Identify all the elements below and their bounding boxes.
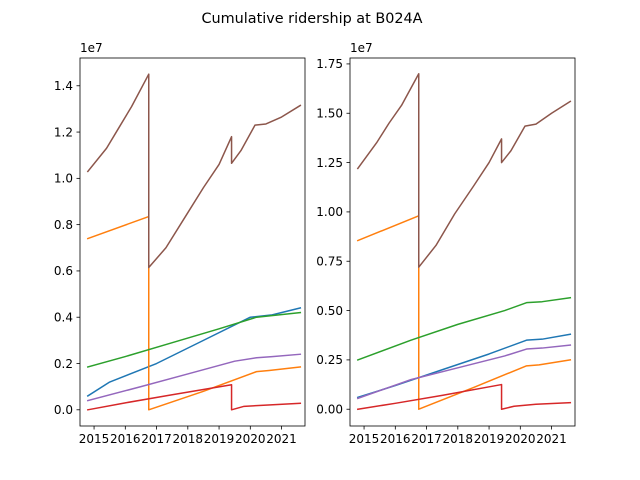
x-tick-label-left-2016: 2016 xyxy=(110,432,141,446)
chart-panel-right: 1e7 2015 2016 2017 2018 2019 2020 2021 0.00 0.25… xyxy=(316,41,576,446)
x-tick-label-left-2018: 2018 xyxy=(173,432,204,446)
figure-title: Cumulative ridership at B024A xyxy=(201,11,422,27)
y-tick-label-right-0: 0.00 xyxy=(316,403,343,417)
y-tick-label-right-1: 0.25 xyxy=(316,353,343,367)
series-line-left-4 xyxy=(86,384,302,411)
y-tick-label-right-2: 0.50 xyxy=(316,304,343,318)
y-tick-label-right-4: 1.00 xyxy=(316,205,343,219)
x-tick-label-right-2020: 2020 xyxy=(505,432,536,446)
y-tick-label-right-3: 0.75 xyxy=(316,255,343,269)
x-tick-label-right-2017: 2017 xyxy=(411,432,442,446)
x-tick-label-left-2021: 2021 xyxy=(266,432,297,446)
series-line-left-5 xyxy=(86,353,302,402)
x-tick-label-left-2020: 2020 xyxy=(235,432,266,446)
series-line-left-6 xyxy=(86,73,302,269)
y-tick-label-left-6: 1.2 xyxy=(54,125,73,139)
series-line-right-4 xyxy=(356,383,572,411)
x-tick-label-left-2017: 2017 xyxy=(141,432,172,446)
y-tick-label-right-6: 1.50 xyxy=(316,107,343,121)
series-group-left xyxy=(86,73,302,411)
axes-frame-left xyxy=(79,57,306,427)
series-line-right-3 xyxy=(356,296,572,361)
series-line-right-5 xyxy=(356,344,572,400)
x-tick-label-right-2021: 2021 xyxy=(536,432,567,446)
x-tick-label-left-2015: 2015 xyxy=(79,432,110,446)
y-tick-label-left-5: 1.0 xyxy=(54,172,73,186)
y-tick-label-left-3: 0.6 xyxy=(54,264,73,278)
y-tick-label-right-7: 1.75 xyxy=(316,57,343,71)
x-tick-label-right-2018: 2018 xyxy=(443,432,474,446)
y-tick-label-left-1: 0.2 xyxy=(54,357,73,371)
series-group-right xyxy=(356,73,572,411)
series-line-left-3 xyxy=(86,311,302,368)
axes-frame-right xyxy=(349,57,576,427)
y-tick-label-left-2: 0.4 xyxy=(54,311,73,325)
x-tick-label-right-2015: 2015 xyxy=(349,432,380,446)
y-tick-label-left-4: 0.8 xyxy=(54,218,73,232)
x-tick-label-right-2019: 2019 xyxy=(474,432,505,446)
x-tick-label-left-2019: 2019 xyxy=(204,432,235,446)
y-offset-label-left: 1e7 xyxy=(80,41,103,55)
y-offset-label-right: 1e7 xyxy=(350,41,373,55)
y-tick-label-right-5: 1.25 xyxy=(316,156,343,170)
series-line-right-6 xyxy=(356,73,572,268)
x-tick-label-right-2016: 2016 xyxy=(380,432,411,446)
chart-panel-left: 1e7 2015 2016 2017 2018 2019 2020 2021 0.0 0.2 0.… xyxy=(54,41,306,446)
y-tick-label-left-0: 0.0 xyxy=(54,403,73,417)
y-tick-label-left-7: 1.4 xyxy=(54,79,73,93)
